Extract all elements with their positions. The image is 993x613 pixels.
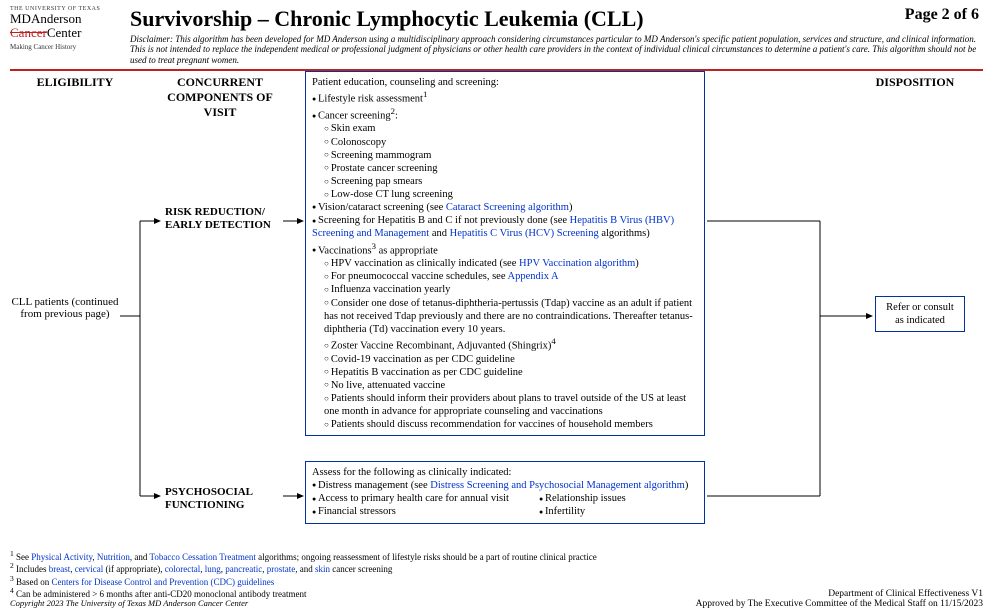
- link-lung[interactable]: lung: [205, 564, 221, 574]
- page-title: Survivorship – Chronic Lymphocytic Leuke…: [130, 6, 983, 32]
- box-refer: Refer or consult as indicated: [875, 296, 965, 332]
- link-cdc[interactable]: Centers for Disease Control and Preventi…: [52, 577, 275, 587]
- link-appendix-a[interactable]: Appendix A: [508, 271, 559, 282]
- b1-flu: Influenza vaccination yearly: [312, 283, 698, 296]
- link-colorectal[interactable]: colorectal: [165, 564, 200, 574]
- link-cataract[interactable]: Cataract Screening algorithm: [446, 202, 569, 213]
- node-cll-patients: CLL patients (continued from previous pa…: [10, 296, 120, 320]
- b2-financial: Financial stressors: [312, 505, 509, 518]
- b2-distress: Distress management (see Distress Screen…: [312, 479, 698, 492]
- b1-hep: Screening for Hepatitis B and C if not p…: [312, 214, 698, 240]
- title-area: Survivorship – Chronic Lymphocytic Leuke…: [130, 6, 983, 65]
- logo-cancer: Cancer: [10, 25, 47, 40]
- b1-vision: Vision/cataract screening (see Cataract …: [312, 201, 698, 214]
- link-nutrition[interactable]: Nutrition: [97, 552, 130, 562]
- fn3: 3 Based on Centers for Disease Control a…: [10, 575, 983, 587]
- link-breast[interactable]: breast: [49, 564, 71, 574]
- b1-pneumo: For pneumococcal vaccine schedules, see …: [312, 270, 698, 283]
- fn2: 2 Includes breast, cervical (if appropri…: [10, 562, 983, 574]
- fn1: 1 See Physical Activity, Nutrition, and …: [10, 550, 983, 562]
- b1-nolive: No live, attenuated vaccine: [312, 379, 698, 392]
- b1-tdap: Consider one dose of tetanus-diphtheria-…: [312, 297, 698, 336]
- logo-center: Center: [47, 25, 82, 40]
- b1-travel: Patients should inform their providers a…: [312, 392, 698, 418]
- link-hcv[interactable]: Hepatitis C Virus (HCV) Screening: [450, 228, 599, 239]
- b1-vacc: Vaccinations3 as appropriate: [312, 241, 698, 258]
- link-distress[interactable]: Distress Screening and Psychosocial Mana…: [430, 480, 685, 491]
- box2-head: Assess for the following as clinically i…: [312, 466, 698, 479]
- b1-skin: Skin exam: [312, 122, 698, 135]
- flowchart-stage: ELIGIBILITY CONCURRENT COMPONENTS OF VIS…: [0, 71, 993, 541]
- b1-household: Patients should discuss recommendation f…: [312, 418, 698, 431]
- header: THE UNIVERSITY OF TEXAS MDAnderson Cance…: [0, 0, 993, 65]
- box-psychosocial: Assess for the following as clinically i…: [305, 461, 705, 524]
- label-psychosocial: PSYCHOSOCIAL FUNCTIONING: [165, 486, 285, 511]
- link-hpv[interactable]: HPV Vaccination algorithm: [519, 258, 635, 269]
- b1-hepb: Hepatitis B vaccination as per CDC guide…: [312, 366, 698, 379]
- page-number: Page 2 of 6: [905, 6, 979, 24]
- box1-head: Patient education, counseling and screen…: [312, 76, 698, 89]
- link-pancreatic[interactable]: pancreatic: [225, 564, 262, 574]
- b1-covid: Covid-19 vaccination as per CDC guidelin…: [312, 353, 698, 366]
- dept: Department of Clinical Effectiveness V1: [696, 589, 983, 599]
- col-disposition: DISPOSITION: [855, 75, 975, 90]
- b1-zoster: Zoster Vaccine Recombinant, Adjuvanted (…: [312, 336, 698, 353]
- link-skin[interactable]: skin: [315, 564, 330, 574]
- b1-pap: Screening pap smears: [312, 175, 698, 188]
- box-risk-reduction: Patient education, counseling and screen…: [305, 71, 705, 436]
- col-eligibility: ELIGIBILITY: [20, 75, 130, 90]
- b2-infertility: Infertility: [539, 505, 626, 518]
- col-concurrent: CONCURRENT COMPONENTS OF VISIT: [155, 75, 285, 120]
- logo-cancer-center: CancerCenter: [10, 25, 120, 41]
- logo-md: MDAnderson: [10, 12, 120, 25]
- link-tobacco[interactable]: Tobacco Cessation Treatment: [150, 552, 256, 562]
- b1-colon: Colonoscopy: [312, 136, 698, 149]
- b1-cancer: Cancer screening2:: [312, 106, 698, 123]
- b1-hpv: HPV vaccination as clinically indicated …: [312, 257, 698, 270]
- link-physical-activity[interactable]: Physical Activity: [31, 552, 92, 562]
- approved: Approved by The Executive Committee of t…: [696, 599, 983, 609]
- footer-right: Department of Clinical Effectiveness V1 …: [696, 589, 983, 609]
- link-cervical[interactable]: cervical: [75, 564, 103, 574]
- disclaimer: Disclaimer: This algorithm has been deve…: [130, 34, 983, 65]
- b1-ct: Low-dose CT lung screening: [312, 188, 698, 201]
- b1-lifestyle: Lifestyle risk assessment1: [312, 89, 698, 106]
- link-prostate[interactable]: prostate: [267, 564, 296, 574]
- b1-mammo: Screening mammogram: [312, 149, 698, 162]
- logo: THE UNIVERSITY OF TEXAS MDAnderson Cance…: [10, 6, 120, 51]
- b2-relationship: Relationship issues: [539, 492, 626, 505]
- label-risk-reduction: RISK REDUCTION/ EARLY DETECTION: [165, 206, 285, 231]
- logo-tagline: Making Cancer History: [10, 43, 120, 51]
- b1-prostate: Prostate cancer screening: [312, 162, 698, 175]
- b2-access: Access to primary health care for annual…: [312, 492, 509, 505]
